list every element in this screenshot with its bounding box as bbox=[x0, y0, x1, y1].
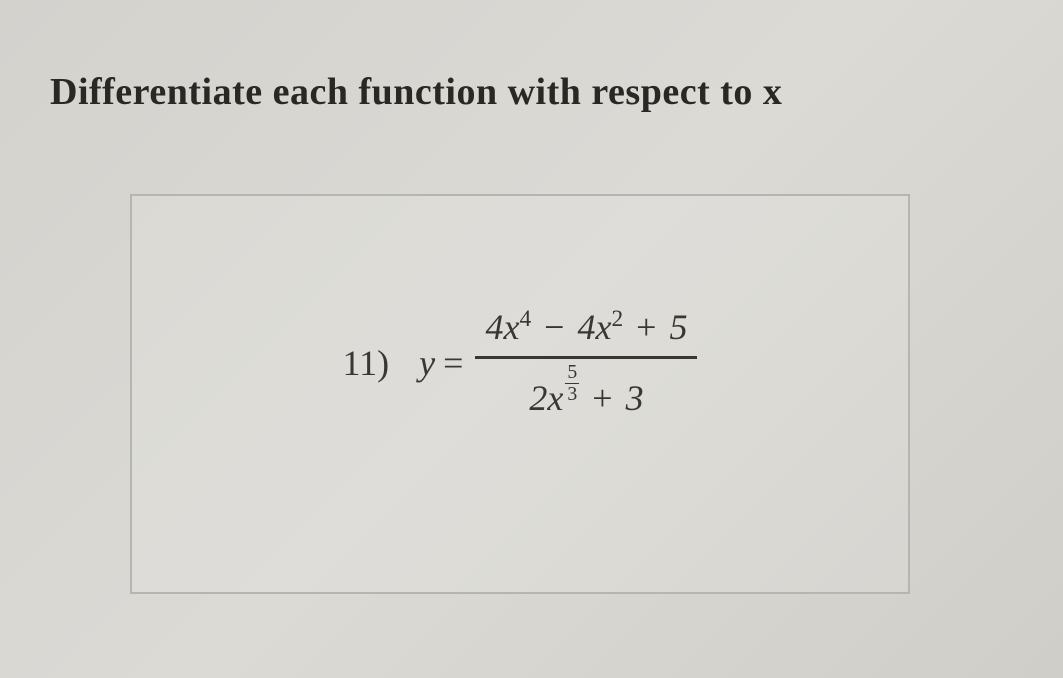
worksheet-page: Differentiate each function with respect… bbox=[0, 0, 1063, 678]
den-op1: + bbox=[592, 378, 612, 418]
problem-11: 11) y = 4x4 − 4x2 + 5 2x53 + bbox=[192, 306, 848, 419]
num-term3: 5 bbox=[669, 307, 687, 347]
equals-sign: = bbox=[443, 342, 463, 384]
equation-lhs: y bbox=[419, 342, 435, 384]
denominator: 2x53 + 3 bbox=[519, 359, 653, 419]
den-term1-coef: 2 bbox=[529, 378, 547, 418]
num-term1-coef: 4 bbox=[485, 307, 503, 347]
den-term2: 3 bbox=[626, 378, 644, 418]
num-term1-exp: 4 bbox=[519, 306, 531, 332]
num-term2-coef: 4 bbox=[577, 307, 595, 347]
lhs-variable: y bbox=[419, 343, 435, 383]
num-term1-var: x bbox=[503, 307, 519, 347]
num-op1: − bbox=[544, 307, 564, 347]
den-term1-var: x bbox=[547, 378, 563, 418]
num-term2-var: x bbox=[595, 307, 611, 347]
den-term1-exp-fraction: 53 bbox=[565, 363, 579, 405]
den-term1-exp-num: 5 bbox=[565, 363, 579, 384]
instruction-text: Differentiate each function with respect… bbox=[50, 70, 1013, 114]
equation: y = 4x4 − 4x2 + 5 2x53 + 3 bbox=[419, 306, 697, 419]
problem-box: 11) y = 4x4 − 4x2 + 5 2x53 + bbox=[130, 194, 910, 594]
num-term2-exp: 2 bbox=[611, 306, 623, 332]
den-term1-exp-den: 3 bbox=[565, 384, 579, 405]
problem-number: 11) bbox=[343, 342, 390, 384]
num-op2: + bbox=[636, 307, 656, 347]
fraction: 4x4 − 4x2 + 5 2x53 + 3 bbox=[475, 306, 697, 419]
numerator: 4x4 − 4x2 + 5 bbox=[475, 306, 697, 359]
